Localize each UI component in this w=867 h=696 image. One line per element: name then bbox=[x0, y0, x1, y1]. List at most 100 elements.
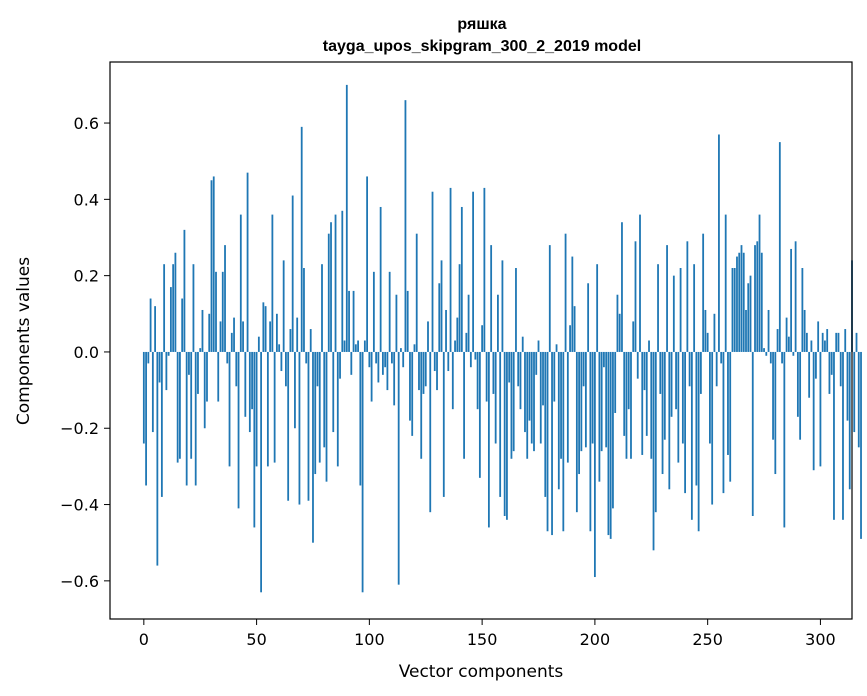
bar bbox=[578, 351, 580, 475]
bar bbox=[812, 351, 815, 471]
bar bbox=[772, 351, 774, 440]
bar bbox=[616, 294, 619, 352]
bar bbox=[445, 309, 447, 352]
bar bbox=[623, 351, 626, 436]
bar bbox=[524, 351, 526, 433]
bar bbox=[794, 241, 797, 352]
bar bbox=[478, 351, 481, 478]
bar bbox=[442, 351, 445, 497]
bar bbox=[672, 275, 675, 352]
bar bbox=[424, 351, 427, 387]
bar bbox=[208, 313, 211, 352]
bar bbox=[709, 351, 711, 444]
bar bbox=[512, 351, 515, 452]
bar bbox=[699, 351, 702, 394]
bar bbox=[431, 191, 434, 352]
y-tick-label: −0.6 bbox=[60, 572, 99, 591]
bar bbox=[368, 351, 371, 368]
bar bbox=[848, 351, 851, 490]
bar bbox=[176, 351, 179, 463]
bar bbox=[282, 260, 285, 352]
bar bbox=[397, 351, 400, 585]
bar bbox=[151, 351, 154, 433]
bar bbox=[690, 351, 693, 520]
bar bbox=[722, 351, 725, 494]
bar bbox=[429, 351, 432, 513]
bar bbox=[233, 317, 235, 352]
bar bbox=[339, 351, 341, 379]
bar bbox=[192, 264, 195, 352]
bar bbox=[325, 351, 328, 482]
bar bbox=[718, 134, 720, 352]
bar bbox=[465, 332, 468, 352]
bar bbox=[323, 351, 326, 448]
bar bbox=[657, 264, 659, 352]
bar bbox=[652, 351, 655, 551]
bar bbox=[769, 351, 772, 364]
bar bbox=[332, 351, 335, 433]
bar bbox=[828, 351, 831, 394]
bar bbox=[627, 351, 630, 410]
bar bbox=[294, 351, 296, 429]
bar bbox=[291, 195, 294, 352]
bar bbox=[740, 245, 743, 352]
bar bbox=[855, 332, 858, 352]
bar bbox=[826, 329, 829, 352]
bar bbox=[839, 351, 842, 387]
bar bbox=[487, 351, 490, 528]
bar bbox=[483, 187, 486, 352]
bar bbox=[163, 264, 166, 352]
bar bbox=[190, 351, 193, 459]
bar bbox=[560, 351, 562, 459]
bar bbox=[634, 241, 637, 352]
bar bbox=[521, 336, 524, 352]
bar bbox=[724, 214, 727, 352]
bar bbox=[557, 351, 560, 490]
bar bbox=[677, 351, 680, 463]
chart-title: ряшка bbox=[457, 16, 506, 33]
bar bbox=[844, 329, 847, 352]
bar bbox=[183, 229, 186, 352]
bar bbox=[145, 351, 147, 486]
bar bbox=[749, 275, 752, 352]
bar bbox=[720, 351, 723, 364]
bar bbox=[296, 317, 299, 352]
bar bbox=[345, 84, 348, 352]
bar bbox=[197, 351, 199, 394]
bar bbox=[618, 313, 621, 352]
bar bbox=[661, 351, 664, 475]
bar bbox=[185, 351, 188, 486]
bar bbox=[582, 351, 585, 387]
bar bbox=[715, 351, 718, 387]
bar bbox=[391, 351, 393, 364]
bar bbox=[785, 317, 788, 352]
bar bbox=[199, 348, 202, 352]
bar bbox=[663, 351, 666, 440]
bar bbox=[305, 351, 308, 364]
bar bbox=[830, 351, 833, 375]
bar bbox=[165, 351, 168, 391]
bar bbox=[244, 351, 247, 417]
bar bbox=[427, 321, 429, 352]
bar bbox=[402, 351, 405, 368]
bar bbox=[603, 351, 605, 368]
bar bbox=[203, 351, 206, 429]
bar bbox=[609, 351, 612, 539]
bar bbox=[796, 351, 799, 417]
bar bbox=[278, 344, 281, 352]
bar bbox=[440, 260, 443, 352]
y-axis-label: Components values bbox=[14, 257, 34, 425]
bar bbox=[756, 241, 759, 352]
y-tick-label: −0.2 bbox=[60, 419, 99, 438]
x-axis-ticks: 0 50 100 150 200 250 300 bbox=[139, 619, 836, 649]
bar bbox=[548, 245, 551, 352]
bar bbox=[469, 351, 472, 368]
bar bbox=[206, 351, 208, 402]
bar bbox=[456, 317, 459, 352]
bar bbox=[156, 351, 159, 566]
y-tick-label: 0.0 bbox=[74, 343, 99, 362]
bar bbox=[260, 351, 262, 593]
bar bbox=[359, 351, 362, 486]
bar bbox=[210, 180, 213, 352]
bar bbox=[774, 351, 777, 475]
